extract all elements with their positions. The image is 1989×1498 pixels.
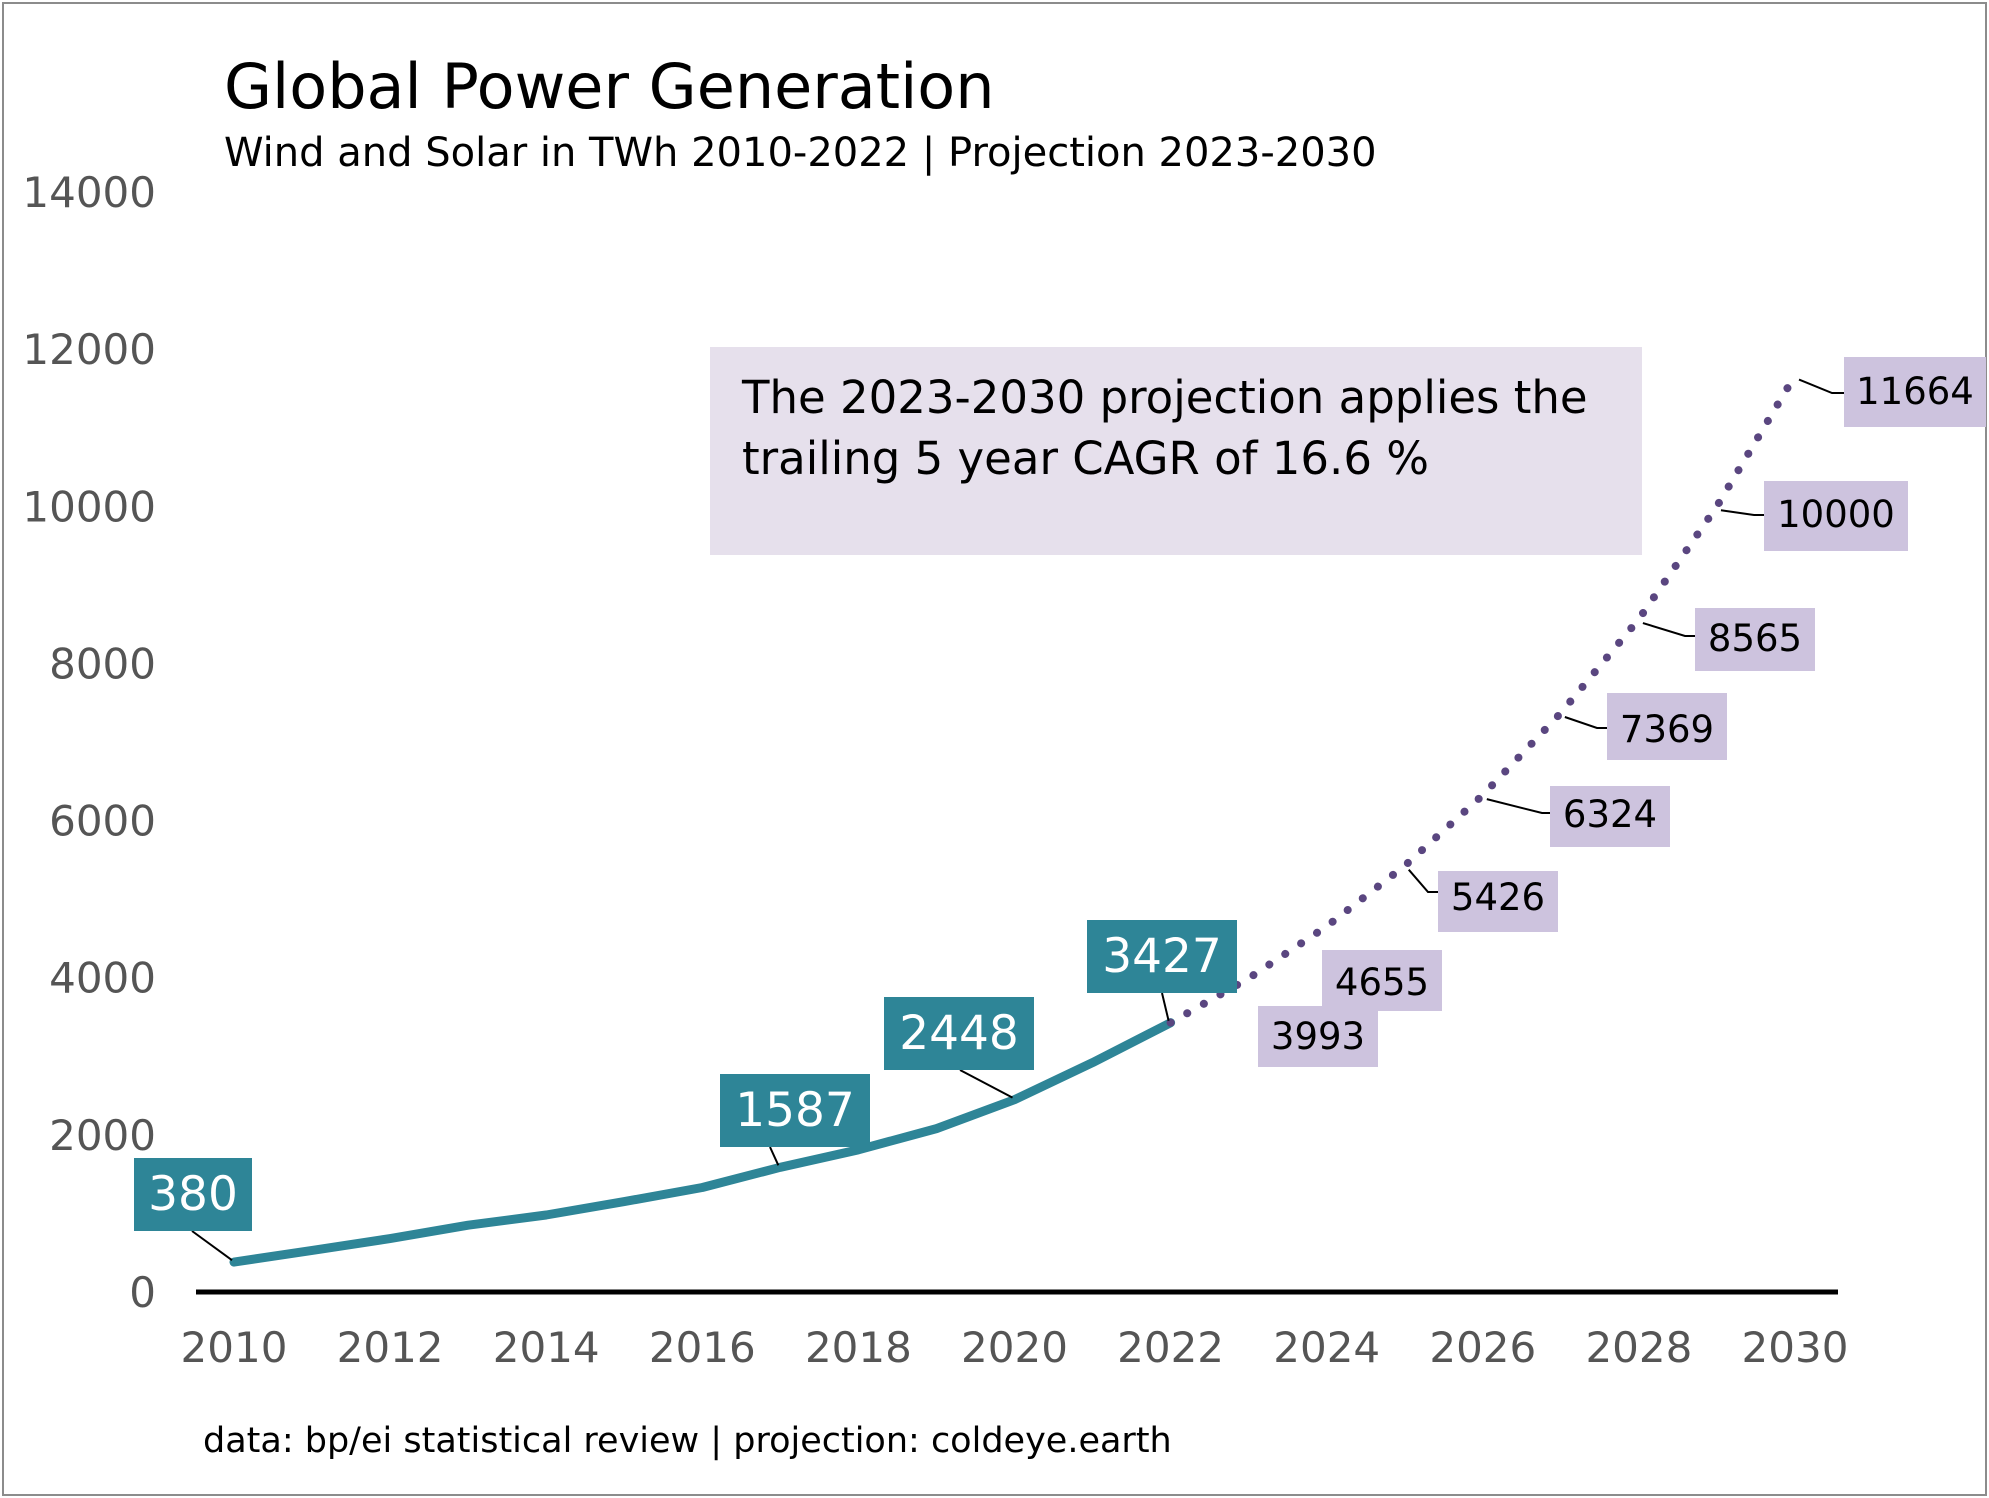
x-tick-label: 2024	[1273, 1323, 1380, 1372]
label-leader-line	[1407, 869, 1438, 893]
label-text: 2448	[899, 1006, 1019, 1061]
projection-data-label: 10000	[1720, 481, 1908, 551]
label-box	[720, 1074, 870, 1147]
projection-data-label: 4655	[1322, 950, 1442, 1011]
y-tick-label: 8000	[49, 639, 156, 688]
y-axis-ticks: 0 2000 4000 6000 8000 10000 12000 14000	[22, 168, 156, 1317]
label-text: 1587	[735, 1083, 855, 1138]
label-box	[1607, 693, 1727, 760]
actual-data-label: 2448	[884, 997, 1034, 1099]
projection-data-label: 7369	[1564, 693, 1727, 760]
label-box	[884, 997, 1034, 1070]
chart-subtitle: Wind and Solar in TWh 2010-2022 | Projec…	[224, 130, 1377, 176]
label-text: 4655	[1335, 961, 1429, 1004]
y-tick-label: 14000	[22, 168, 156, 217]
label-box	[1087, 920, 1237, 993]
label-text: 5426	[1451, 876, 1545, 919]
label-text: 10000	[1777, 493, 1895, 536]
chart-title: Global Power Generation	[224, 50, 995, 123]
label-box	[1438, 871, 1558, 932]
label-leader-line	[1161, 992, 1170, 1021]
label-text: 11664	[1856, 370, 1974, 413]
x-tick-label: 2030	[1742, 1323, 1849, 1372]
label-leader-line	[1798, 378, 1844, 394]
x-tick-label: 2022	[1117, 1323, 1224, 1372]
annotation-line-2: trailing 5 year CAGR of 16.6 %	[742, 432, 1429, 485]
y-tick-label: 2000	[49, 1111, 156, 1160]
y-tick-label: 10000	[22, 482, 156, 531]
label-box	[1322, 950, 1442, 1011]
label-text: 7369	[1620, 708, 1714, 751]
label-text: 3993	[1271, 1015, 1365, 1058]
label-box	[1844, 357, 1986, 427]
projection-data-label: 3993	[1258, 1006, 1378, 1067]
actual-series-line	[229, 1018, 1176, 1267]
x-tick-label: 2028	[1585, 1323, 1692, 1372]
label-leader-line	[191, 1230, 233, 1261]
x-axis-ticks: 2010 2012 2014 2016 2018 2020 2022 2024 2026 2028…	[181, 1323, 1849, 1372]
label-leader-line	[1642, 622, 1695, 637]
x-tick-label: 2010	[181, 1323, 288, 1372]
label-box	[1258, 1006, 1378, 1067]
label-leader-line	[1486, 798, 1550, 814]
label-text: 3427	[1102, 929, 1222, 984]
projection-data-label: 5426	[1407, 869, 1558, 932]
x-tick-label: 2012	[337, 1323, 444, 1372]
source-note: data: bp/ei statistical review | project…	[203, 1421, 1172, 1461]
annotation-background	[710, 347, 1642, 555]
y-tick-label: 12000	[22, 325, 156, 374]
y-tick-label: 0	[129, 1268, 156, 1317]
actual-data-label: 1587	[720, 1074, 870, 1166]
annotation-line-1: The 2023-2030 projection applies the	[741, 371, 1588, 424]
projection-data-label: 6324	[1486, 786, 1670, 847]
x-tick-label: 2014	[493, 1323, 600, 1372]
label-leader-line	[1564, 716, 1607, 729]
x-tick-label: 2026	[1429, 1323, 1536, 1372]
label-box	[1695, 608, 1815, 671]
actual-data-label: 3427	[1087, 920, 1237, 1021]
annotation-box: The 2023-2030 projection applies the tra…	[710, 347, 1642, 555]
label-text: 8565	[1708, 617, 1802, 660]
data-labels: 380 1587 2448 3427 4655 5426 6324 7369 8565 10000…	[134, 357, 1986, 1261]
label-text: 380	[148, 1167, 238, 1222]
label-box	[1764, 481, 1908, 551]
x-tick-label: 2018	[805, 1323, 912, 1372]
x-tick-label: 2020	[961, 1323, 1068, 1372]
label-text: 6324	[1563, 793, 1657, 836]
label-box	[134, 1158, 252, 1231]
actual-data-label: 380	[134, 1158, 252, 1261]
x-tick-label: 2016	[649, 1323, 756, 1372]
y-tick-label: 4000	[49, 954, 156, 1003]
projection-data-label: 8565	[1642, 608, 1815, 671]
y-tick-label: 6000	[49, 797, 156, 846]
label-leader-line	[1720, 509, 1764, 516]
label-leader-line	[769, 1146, 780, 1166]
projection-data-label: 11664	[1798, 357, 1986, 427]
label-box	[1550, 786, 1670, 847]
label-leader-line	[959, 1069, 1013, 1099]
series-layer	[229, 371, 1799, 1267]
